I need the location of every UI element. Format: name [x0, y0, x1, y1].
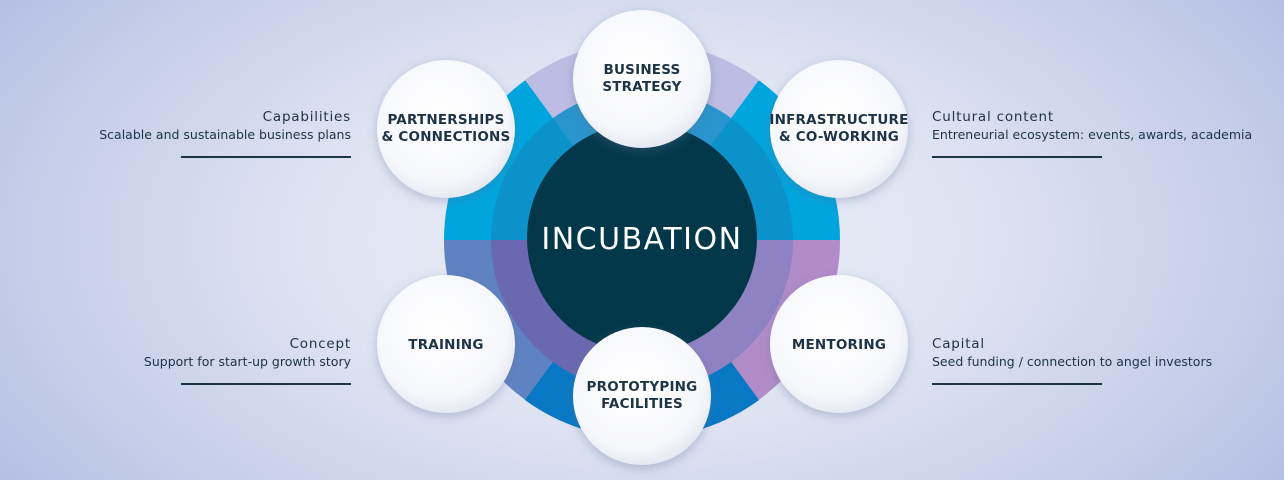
svg-text:INFRASTRUCTURE: INFRASTRUCTURE [769, 112, 908, 128]
note-capabilities-title: Capabilities [262, 109, 351, 125]
svg-text:STRATEGY: STRATEGY [602, 79, 681, 95]
divider [181, 383, 351, 385]
note-concept-text: Support for start-up growth story [143, 354, 351, 369]
divider [181, 156, 351, 158]
svg-text:MENTORING: MENTORING [792, 337, 886, 353]
note-capital-title: Capital [932, 336, 985, 352]
svg-text:& CO-WORKING: & CO-WORKING [779, 129, 899, 145]
note-capabilities: Capabilities Scalable and sustainable bu… [99, 109, 351, 158]
note-concept: Concept Support for start-up growth stor… [144, 336, 351, 385]
note-capital: Capital Seed funding / connection to ang… [932, 336, 1212, 385]
svg-text:BUSINESS: BUSINESS [604, 62, 681, 78]
node-mentoring[interactable]: MENTORING [770, 275, 908, 413]
svg-text:TRAINING: TRAINING [408, 337, 483, 353]
node-training[interactable]: TRAINING [377, 275, 515, 413]
divider [932, 383, 1102, 385]
node-partnerships-connections[interactable]: PARTNERSHIPS & CONNECTIONS [377, 60, 515, 198]
svg-text:& CONNECTIONS: & CONNECTIONS [382, 129, 511, 145]
svg-text:PROTOTYPING: PROTOTYPING [587, 379, 698, 395]
note-capabilities-text: Scalable and sustainable business plans [99, 127, 351, 142]
center-circle [527, 123, 757, 353]
node-prototyping-facilities[interactable]: PROTOTYPING FACILITIES [573, 327, 711, 465]
note-cultural-content: Cultural content Entreneurial ecosystem:… [932, 109, 1252, 158]
divider [932, 156, 1102, 158]
node-business-strategy[interactable]: BUSINESS STRATEGY [573, 10, 711, 148]
note-cultural-text: Entreneurial ecosystem: events, awards, … [932, 127, 1253, 142]
note-capital-text: Seed funding / connection to angel inves… [932, 354, 1213, 369]
center-label: INCUBATION [541, 222, 742, 257]
note-cultural-title: Cultural content [932, 109, 1054, 125]
svg-text:FACILITIES: FACILITIES [601, 396, 683, 412]
note-concept-title: Concept [289, 336, 351, 352]
node-infrastructure-coworking[interactable]: INFRASTRUCTURE & CO-WORKING [769, 60, 908, 198]
svg-text:PARTNERSHIPS: PARTNERSHIPS [387, 112, 504, 128]
